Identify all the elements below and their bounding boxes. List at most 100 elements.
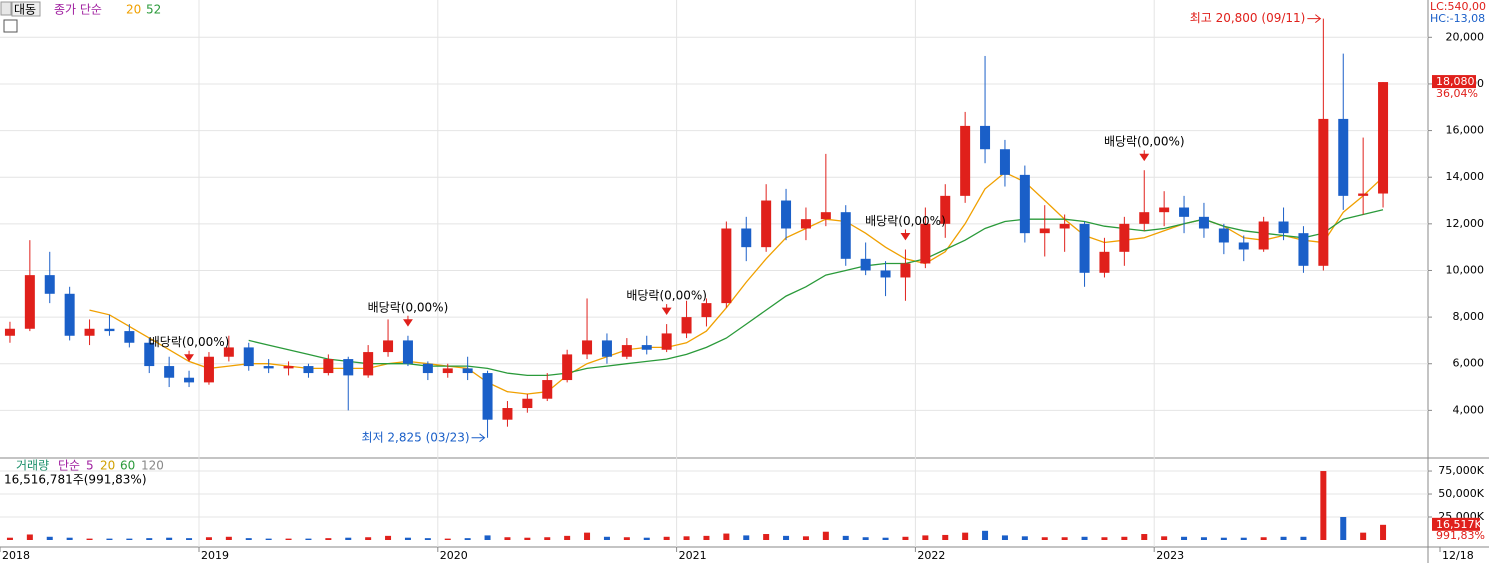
- volume-bar: [86, 538, 93, 540]
- candle-body: [1059, 223, 1070, 229]
- volume-bar: [444, 538, 451, 540]
- candle-body: [880, 270, 891, 278]
- x-tick-label: 2019: [201, 549, 229, 562]
- y-tick-label: 4,000: [1453, 403, 1485, 416]
- volume-bar: [245, 538, 252, 540]
- candle-body: [999, 149, 1010, 175]
- volume-bar: [1101, 537, 1108, 540]
- volume-bar: [1121, 536, 1128, 540]
- volume-info: 16,516,781주(991,83%): [4, 473, 147, 487]
- candle-body: [542, 380, 553, 399]
- volume-bar: [126, 538, 133, 540]
- candle-body: [781, 200, 792, 229]
- volume-bar: [365, 537, 372, 540]
- candle-body: [562, 354, 573, 381]
- volume-bar: [66, 537, 73, 540]
- candle-body: [1019, 174, 1030, 234]
- candle-body: [522, 398, 533, 409]
- candle-body: [343, 359, 354, 376]
- volume-bar: [1081, 536, 1088, 540]
- last-change: 36,04%: [1436, 87, 1478, 100]
- candle-body: [84, 328, 95, 336]
- candle-body: [1139, 212, 1150, 224]
- candle-body: [1238, 242, 1249, 250]
- candle-body: [582, 340, 593, 355]
- stock-name-box[interactable]: [11, 1, 41, 17]
- volume-bar: [1300, 536, 1307, 540]
- candle-body: [4, 328, 15, 336]
- candle-body: [820, 212, 831, 220]
- candle-body: [144, 342, 155, 367]
- vol-ma: 20: [100, 459, 115, 473]
- volume-legend: 단순: [58, 459, 80, 473]
- stock-name: 대동: [14, 3, 36, 17]
- candle-body: [243, 347, 254, 367]
- volume-bar: [703, 535, 710, 540]
- volume-bar: [584, 532, 591, 540]
- candle-body: [621, 345, 632, 357]
- volume-bar: [942, 534, 949, 540]
- candle-body: [184, 377, 195, 383]
- vol-ma: 5: [86, 459, 94, 473]
- volume-bar: [464, 538, 471, 540]
- volume-bar: [862, 537, 869, 540]
- menu-icon[interactable]: [0, 1, 12, 16]
- volume-bar: [1280, 536, 1287, 540]
- volume-bar: [1360, 532, 1367, 540]
- dividend-arrow: [1139, 150, 1150, 162]
- dividend-label: 배당락(0,00%): [149, 335, 230, 349]
- volume-bar: [404, 537, 411, 540]
- volume-bar: [663, 536, 670, 540]
- candle-body: [1159, 207, 1170, 213]
- volume-bar: [1141, 534, 1148, 540]
- candle-body: [1358, 193, 1369, 196]
- candle-body: [363, 352, 374, 376]
- candle-body: [1119, 223, 1130, 252]
- volume-bar: [902, 536, 909, 540]
- volume-bar: [683, 536, 690, 540]
- volume-bar: [842, 535, 849, 540]
- legend-entry: 20: [126, 3, 141, 17]
- volume-bar: [544, 537, 551, 540]
- candle-body: [960, 125, 971, 196]
- moving-average: [248, 209, 1384, 377]
- table-icon[interactable]: [3, 19, 18, 33]
- price-legend: 종가 단순: [54, 3, 102, 17]
- dividend-arrow: [900, 229, 911, 241]
- dividend-label: 배당락(0,00%): [368, 300, 449, 314]
- candle-body: [661, 333, 672, 350]
- volume-bar: [962, 532, 969, 540]
- candle-body: [203, 356, 214, 383]
- candle-body: [164, 366, 175, 378]
- candle-body: [402, 340, 413, 364]
- volume-bar: [385, 535, 392, 540]
- dividend-arrow: [184, 350, 194, 362]
- candle-body: [1378, 82, 1389, 194]
- volume-bar: [345, 537, 352, 540]
- candle-body: [900, 263, 911, 278]
- candle-body: [1198, 216, 1209, 229]
- volume-bar: [1181, 536, 1188, 540]
- volume-bar: [225, 536, 232, 540]
- x-tick-label: 2018: [2, 549, 30, 562]
- volume-bar: [922, 535, 929, 540]
- volume-bar: [783, 535, 790, 540]
- candle-body: [1318, 118, 1329, 266]
- candle-body: [1179, 207, 1190, 217]
- candle-body: [124, 331, 135, 343]
- candle-body: [502, 408, 513, 420]
- candle-body: [1338, 118, 1349, 196]
- candle-body: [721, 228, 732, 304]
- y-tick-label: 14,000: [1446, 170, 1485, 183]
- dividend-label: 배당락(0,00%): [865, 214, 946, 228]
- volume-bar: [1041, 537, 1048, 540]
- last-volume-box: [1432, 517, 1480, 531]
- high-annotation: 최고 20,800 (09/11): [1190, 11, 1306, 25]
- candle-body: [701, 303, 712, 318]
- volume-bar: [1061, 537, 1068, 540]
- volume-bar: [1021, 536, 1028, 540]
- candle-body: [980, 125, 991, 150]
- candle-body: [840, 212, 851, 259]
- high-arrow: [1307, 14, 1322, 24]
- volume-bar: [26, 534, 33, 540]
